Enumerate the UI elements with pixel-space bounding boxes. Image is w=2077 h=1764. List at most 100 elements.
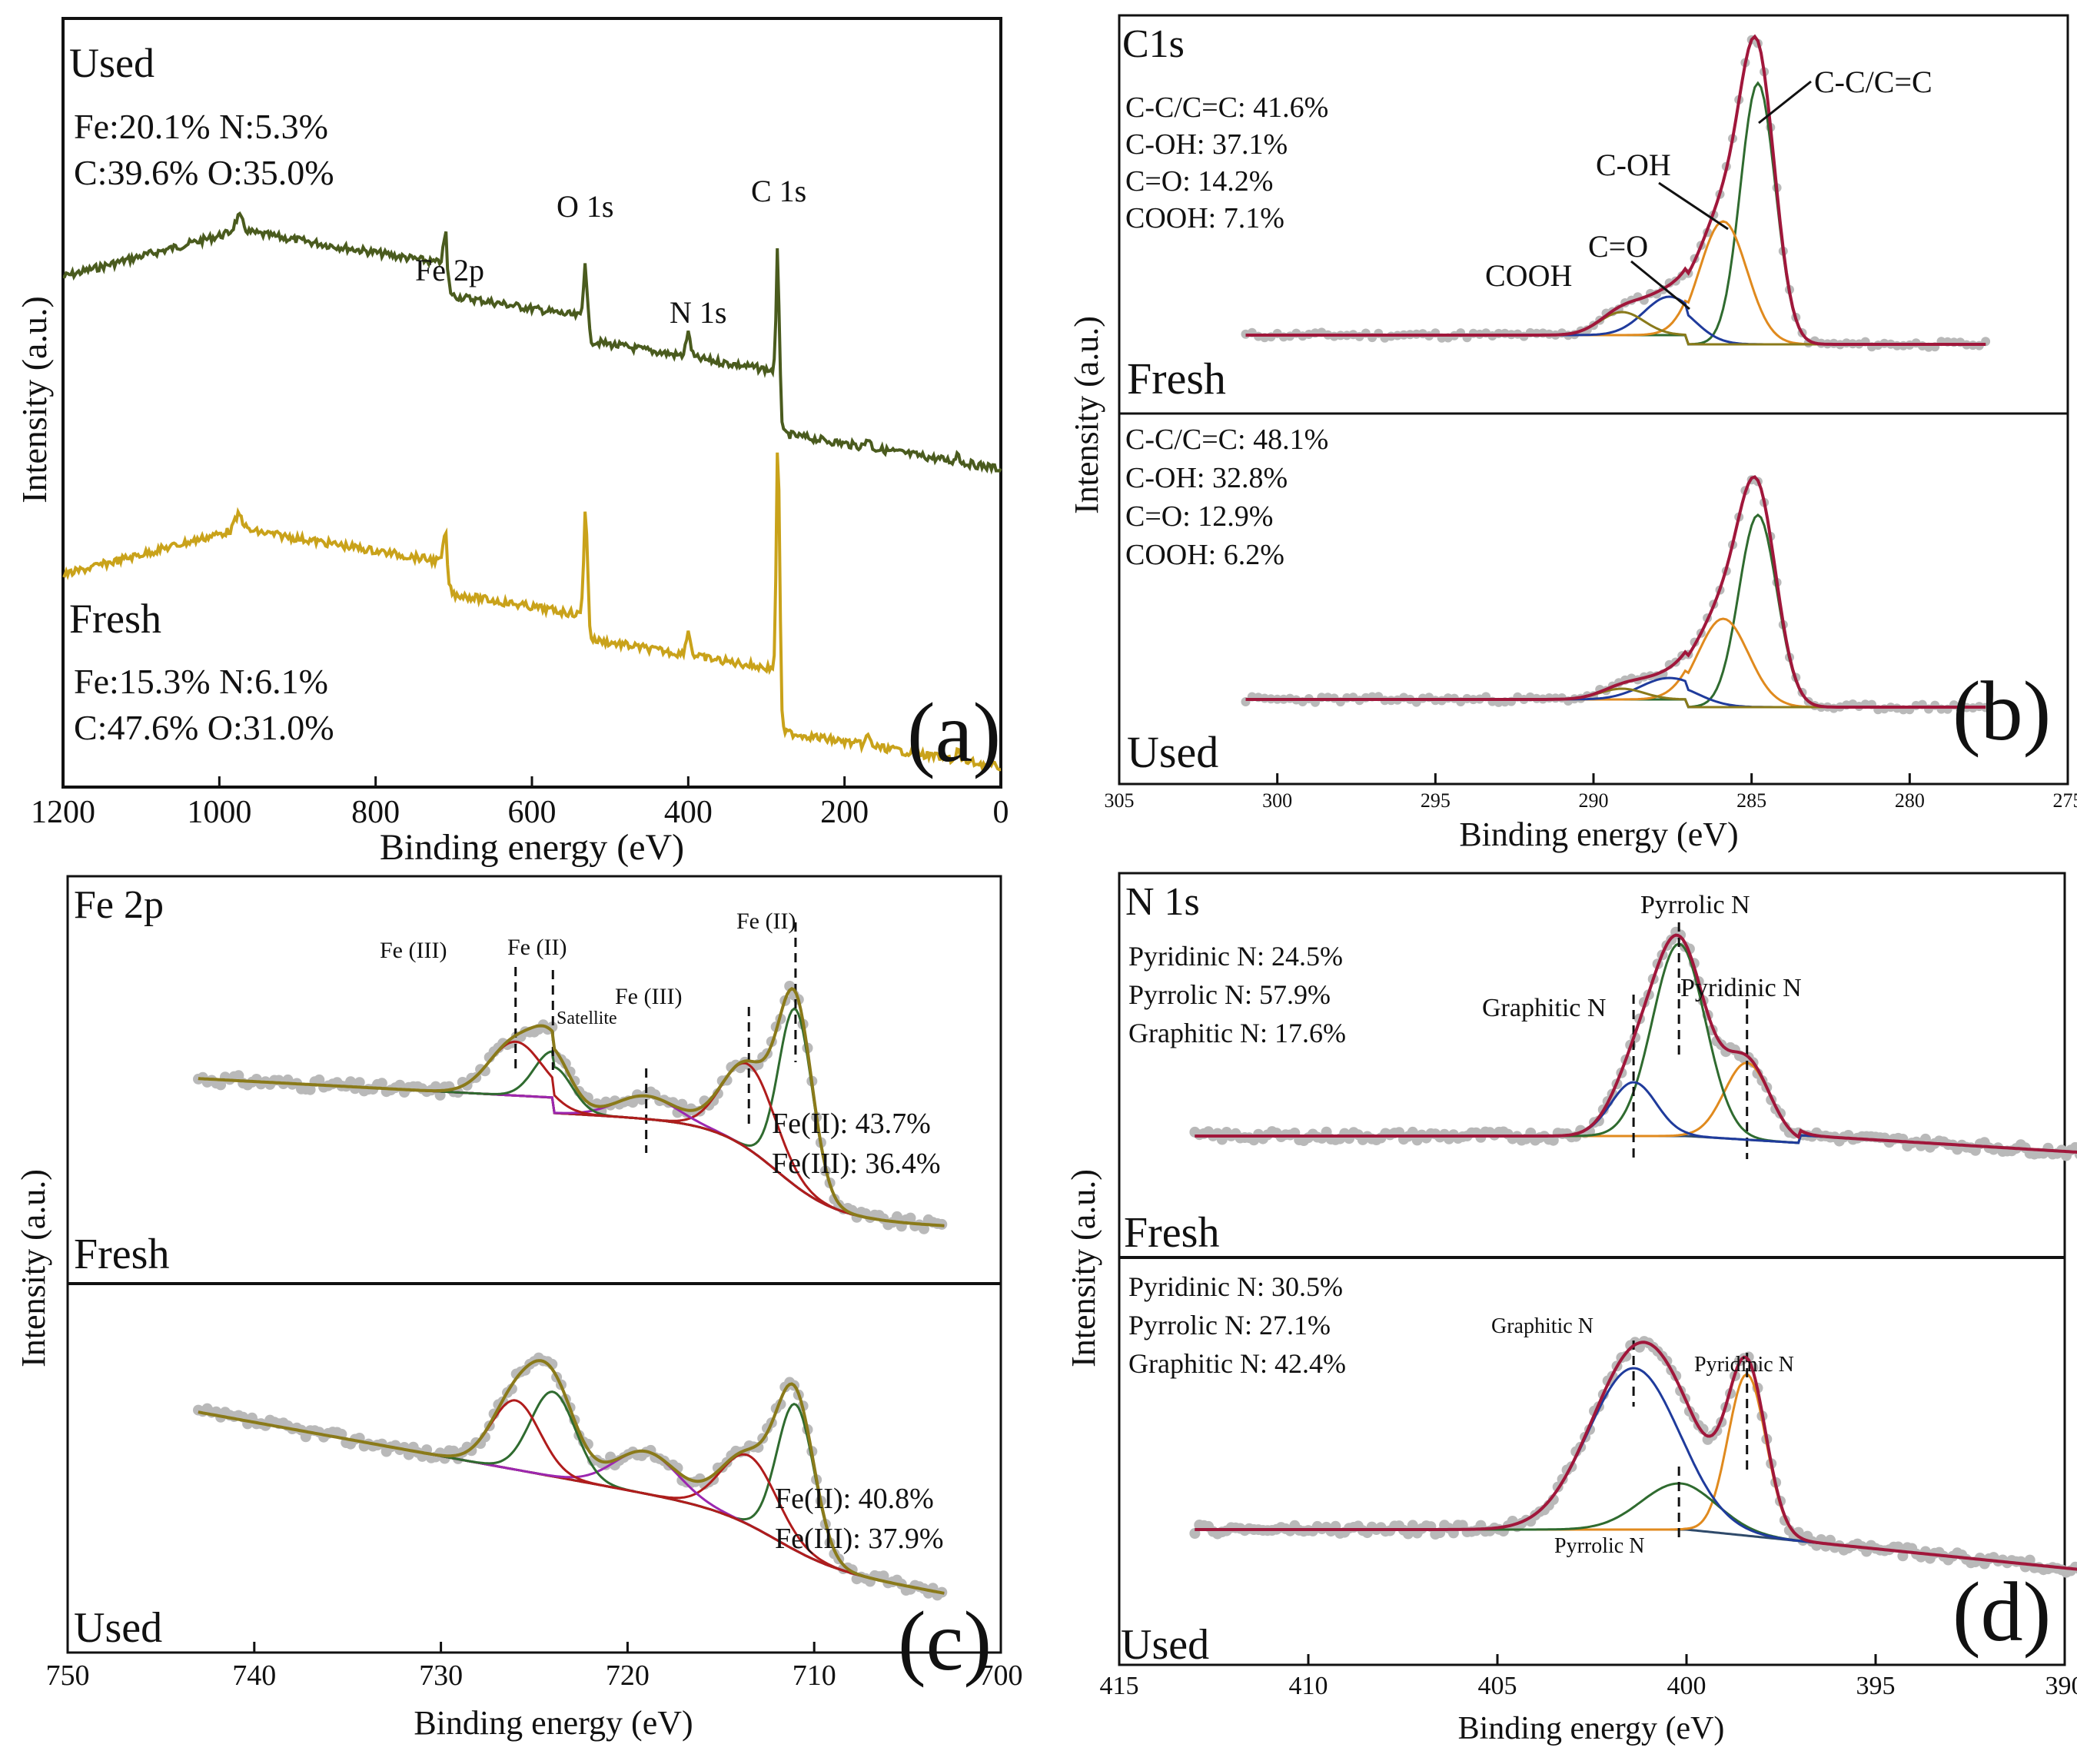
a-tick-label: 800 (351, 795, 400, 830)
d-tick-label: 400 (1667, 1672, 1706, 1700)
b-tick-label: 285 (1736, 789, 1766, 812)
c1s-fresh-line-3: C=O: 14.2% (1125, 165, 1273, 198)
n1s-fresh-line-1: Pyridinic N: 24.5% (1128, 941, 1343, 972)
c1s-used-line-4: COOH: 6.2% (1125, 539, 1284, 571)
panel-a-fresh-comp2: C:47.6% O:31.0% (74, 708, 334, 747)
n1s-fresh-data-point (2069, 1141, 2077, 1153)
panel-d-letter: (d) (1952, 1565, 2051, 1659)
fresh-pyridinic-annotation: Pyridinic N (1680, 974, 1802, 1002)
used-survey-curve (62, 211, 1002, 475)
panel-d-title: N 1s (1125, 880, 1200, 924)
panel-a-fresh-comp1: Fe:15.3% N:6.1% (74, 662, 328, 701)
n1s-fresh-line-2: Pyrrolic N: 57.9% (1128, 979, 1331, 1010)
panel-b-ylabel: Intensity (a.u.) (1068, 316, 1105, 514)
c1s-peak-label: C 1s (751, 174, 806, 208)
a-tick-label: 1200 (31, 795, 95, 830)
c-tick-label: 720 (606, 1659, 650, 1692)
fe2p-fresh-data-point (354, 1077, 365, 1088)
a-tick-label: 600 (508, 795, 557, 830)
fe2p-fresh-fit (193, 922, 948, 1234)
n1s-used-line-2: Pyrrolic N: 27.1% (1128, 1310, 1331, 1340)
c1s-used-label: Used (1127, 727, 1218, 777)
satellite-annotation: Satellite (557, 1008, 617, 1028)
b-tick-label: 305 (1105, 789, 1135, 812)
c1s-fresh-line-1: C-C/C=C: 41.6% (1125, 91, 1328, 124)
n1s-used-label: Used (1121, 1621, 1209, 1669)
fe2p-fresh-envelope (198, 986, 945, 1227)
c-tick-label: 740 (232, 1659, 276, 1692)
cc-annotation: C-C/C=C (1814, 65, 1932, 99)
fe2-left-annotation: Fe (II) (507, 935, 567, 960)
panel-d-xlabel: Binding energy (eV) (1458, 1711, 1725, 1746)
c1s-fresh-envelope (1245, 34, 1986, 346)
panel-d-frame (1118, 872, 2066, 1666)
d-tick-label: 395 (1856, 1672, 1896, 1700)
fe2-used-pct: Fe(II): 40.8% (775, 1483, 934, 1515)
d-tick-label: 415 (1100, 1672, 1139, 1700)
d-tick-label: 390 (2045, 1672, 2077, 1700)
panel-b-xlabel: Binding energy (eV) (1459, 816, 1738, 853)
c1s-used-line-1: C-C/C=C: 48.1% (1125, 424, 1328, 456)
b-tick-label: 275 (2053, 789, 2077, 812)
fe3-left-annotation: Fe (III) (380, 938, 447, 963)
n1s-peak-label: N 1s (670, 295, 726, 330)
co-annotation: C=O (1588, 229, 1648, 264)
c1s-fresh-cc-component (1245, 81, 1986, 346)
n1s-used-line-3: Graphitic N: 42.4% (1128, 1348, 1346, 1379)
n1s-fresh-envelope (1195, 933, 2077, 1154)
a-tick-label: 0 (993, 795, 1009, 830)
fresh-survey-curve (62, 452, 1002, 772)
fe2p-fresh-data-point (919, 1223, 929, 1234)
b-tick-label: 280 (1895, 789, 1925, 812)
panel-d-ylabel: Intensity (a.u.) (1065, 1169, 1102, 1367)
panel-c-xlabel: Binding energy (eV) (414, 1704, 693, 1742)
panel-b-letter: (b) (1952, 664, 2051, 758)
b-tick-label: 300 (1262, 789, 1292, 812)
c1s-used-fit (1241, 475, 1991, 715)
fresh-pyrrolic-annotation: Pyrrolic N (1640, 891, 1750, 919)
c1s-fresh-line-4: COOH: 7.1% (1125, 202, 1284, 234)
fe2p-fresh-data-point (905, 1212, 916, 1224)
fe2-fresh-pct: Fe(II): 43.7% (772, 1108, 931, 1140)
d-tick-label: 405 (1478, 1672, 1517, 1700)
c-tick-label: 700 (979, 1659, 1023, 1692)
panel-b-x-ticks: 305 300 295 290 285 280 275 (1105, 773, 2077, 812)
o1s-peak-label: O 1s (557, 189, 613, 224)
c1s-used-envelope (1245, 475, 1986, 709)
c-tick-label: 730 (419, 1659, 463, 1692)
c1s-used-line-2: C-OH: 32.8% (1125, 462, 1288, 494)
a-tick-label: 1000 (187, 795, 251, 830)
panel-a-used-comp2: C:39.6% O:35.0% (74, 153, 334, 192)
panel-c-letter: (c) (898, 1594, 992, 1688)
n1s-used-line-1: Pyridinic N: 30.5% (1128, 1271, 1343, 1302)
n1s-used-fit (1189, 1336, 2077, 1578)
a-tick-label: 400 (664, 795, 713, 830)
panel-b-title: C1s (1122, 22, 1185, 66)
fe2p-fresh-data-point (304, 1084, 316, 1095)
b-tick-label: 295 (1421, 789, 1451, 812)
fe2p-used-label: Used (74, 1604, 162, 1652)
c1s-used-coh-component (1245, 617, 1986, 709)
panel-a-letter: (a) (907, 686, 1001, 779)
n1s-used-data-point (1407, 1520, 1418, 1531)
fe2p-used-envelope (198, 1359, 945, 1595)
panel-a-used-label: Used (69, 40, 155, 86)
panel-c: 750 740 730 720 710 700 Fe 2p Fe (III) Fe (II… (15, 875, 1023, 1742)
n1s-fresh-label: Fresh (1124, 1209, 1219, 1257)
fe2p-fresh-data-point (376, 1078, 387, 1089)
n1s-fresh-fit (1189, 922, 2077, 1162)
fe3-right-annotation: Fe (III) (615, 984, 682, 1009)
panel-a-fresh-label: Fresh (69, 596, 161, 642)
fe2p-peak-label: Fe 2p (415, 253, 484, 287)
panel-c-title: Fe 2p (74, 883, 164, 927)
fe2p-fresh-data-point (215, 1079, 227, 1091)
co-pointer (1630, 260, 1690, 311)
fe2p-used-data-point (448, 1445, 460, 1457)
fe2-right-annotation: Fe (II) (736, 909, 796, 934)
coh-annotation: C-OH (1596, 148, 1671, 182)
c-tick-label: 710 (793, 1659, 836, 1692)
n1s-used-envelope (1195, 1340, 2077, 1571)
b-tick-label: 290 (1579, 789, 1609, 812)
n1s-fresh-line-3: Graphitic N: 17.6% (1128, 1018, 1346, 1048)
